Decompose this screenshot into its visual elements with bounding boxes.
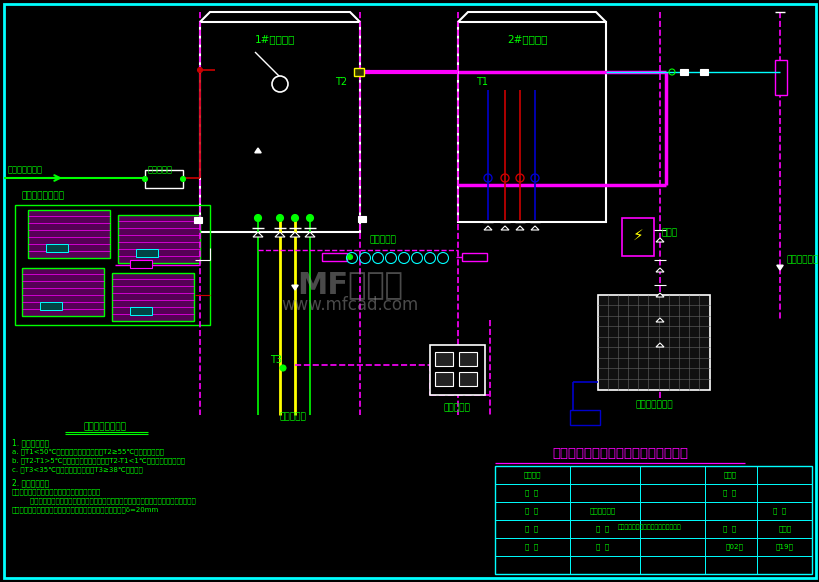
Bar <box>597 295 709 390</box>
Circle shape <box>254 215 261 222</box>
Polygon shape <box>274 232 285 237</box>
Bar <box>40 302 62 310</box>
Text: a. 当T1<50℃时，空气源热泵启动。当T2≥55℃时，热泵停止；: a. 当T1<50℃时，空气源热泵启动。当T2≥55℃时，热泵停止； <box>12 448 164 455</box>
Circle shape <box>306 215 313 222</box>
Bar <box>459 372 477 386</box>
Text: 太阳能联合热泵集中供热水系统原理图: 太阳能联合热泵集中供热水系统原理图 <box>551 447 687 460</box>
Text: 共19位: 共19位 <box>775 544 793 551</box>
Bar <box>495 466 811 574</box>
Text: 系统运行控制说明: 系统运行控制说明 <box>84 422 126 431</box>
Bar <box>429 345 484 395</box>
Bar <box>679 69 687 75</box>
Bar <box>118 215 200 263</box>
Bar <box>130 260 152 268</box>
Text: 中央控制柜: 中央控制柜 <box>443 403 470 412</box>
Circle shape <box>279 365 286 371</box>
Text: 校  对: 校 对 <box>525 544 538 551</box>
Polygon shape <box>655 293 663 297</box>
Polygon shape <box>515 226 523 230</box>
Text: 设  计: 设 计 <box>595 526 609 533</box>
Bar <box>112 273 194 321</box>
Circle shape <box>272 76 287 92</box>
Text: 2#储热水箱: 2#储热水箱 <box>506 34 546 44</box>
Text: T2: T2 <box>335 77 346 87</box>
Text: 1. 系统控制原理: 1. 系统控制原理 <box>12 438 49 447</box>
Text: T1: T1 <box>475 77 487 87</box>
Circle shape <box>276 215 283 222</box>
Polygon shape <box>290 232 300 237</box>
Bar <box>622 218 654 256</box>
Text: T3: T3 <box>269 355 282 365</box>
Polygon shape <box>305 232 314 237</box>
Polygon shape <box>655 318 663 322</box>
Polygon shape <box>483 226 491 230</box>
Bar <box>194 217 201 223</box>
Bar <box>46 244 68 252</box>
Text: 接屋面供冷水管: 接屋面供冷水管 <box>8 165 43 174</box>
Polygon shape <box>253 232 263 237</box>
Bar <box>200 22 360 232</box>
Bar <box>434 352 452 366</box>
Bar <box>322 253 346 261</box>
Text: 分区回水：楼区回水，回水泵安装于各楼层面；: 分区回水：楼区回水，回水泵安装于各楼层面； <box>12 488 101 495</box>
Bar <box>136 249 158 257</box>
Circle shape <box>143 176 147 182</box>
Bar <box>358 216 365 222</box>
Text: 管道保温：热水供水管与热水回水管均外包橡塑型保温材料，δ=20mm: 管道保温：热水供水管与热水回水管均外包橡塑型保温材料，δ=20mm <box>12 506 159 513</box>
Bar <box>461 253 486 261</box>
Circle shape <box>180 176 185 182</box>
Text: www.mfcad.com: www.mfcad.com <box>281 296 419 314</box>
Polygon shape <box>776 265 782 270</box>
Text: 设计号: 设计号 <box>722 471 735 478</box>
Text: ⚡: ⚡ <box>631 228 643 243</box>
Text: 第02位: 第02位 <box>725 544 743 551</box>
Text: 图  别: 图 别 <box>722 526 735 533</box>
Text: MF沐风网: MF沐风网 <box>296 271 402 300</box>
Text: 负责人负责人: 负责人负责人 <box>589 508 615 514</box>
Bar <box>774 60 786 95</box>
Bar <box>22 268 104 316</box>
Text: 太阳能联合热泵集中供热水系统原理图: 太阳能联合热泵集中供热水系统原理图 <box>618 524 681 530</box>
Text: 1#储热水箱: 1#储热水箱 <box>255 34 295 44</box>
Polygon shape <box>531 226 538 230</box>
Bar <box>458 22 605 222</box>
Text: 项  目: 项 目 <box>525 489 538 496</box>
Bar <box>145 170 183 188</box>
Text: 遥控浮球阀: 遥控浮球阀 <box>147 165 173 174</box>
Text: 建设单位: 建设单位 <box>523 471 540 478</box>
Text: 比  例: 比 例 <box>772 508 785 514</box>
Text: 太阳能集热器阵列: 太阳能集热器阵列 <box>22 191 65 200</box>
Circle shape <box>347 254 352 260</box>
Text: 水箱循环泵: 水箱循环泵 <box>369 235 396 244</box>
Text: 施工图: 施工图 <box>777 526 790 533</box>
Text: 2. 热水回水系统: 2. 热水回水系统 <box>12 478 49 487</box>
Polygon shape <box>655 268 663 272</box>
Circle shape <box>291 215 298 222</box>
Text: 接屋面供水管: 接屋面供水管 <box>786 255 818 264</box>
Text: 低区回水，回水泵安装于各楼地下一层热水泵机房内（详见各楼地下一层热水泵房图）；: 低区回水，回水泵安装于各楼地下一层热水泵机房内（详见各楼地下一层热水泵房图）； <box>12 497 196 503</box>
Text: b. 当T2-T1>5℃时，水箱平衡泵启动。当T2-T1<1℃，水箱循环泵停止；: b. 当T2-T1>5℃时，水箱平衡泵启动。当T2-T1<1℃，水箱循环泵停止； <box>12 457 185 464</box>
Bar <box>459 352 477 366</box>
Bar <box>354 68 364 76</box>
Circle shape <box>197 68 202 73</box>
Polygon shape <box>655 343 663 347</box>
Bar <box>569 410 600 425</box>
Polygon shape <box>500 226 509 230</box>
Bar <box>28 210 110 258</box>
Text: 签  图: 签 图 <box>595 544 609 551</box>
Text: 接回水主管: 接回水主管 <box>279 412 306 421</box>
Polygon shape <box>292 285 298 290</box>
Bar <box>130 307 152 315</box>
Text: 审  核: 审 核 <box>525 526 538 533</box>
Text: 电加热: 电加热 <box>661 228 677 237</box>
Text: 空气源热泵机组: 空气源热泵机组 <box>635 400 672 409</box>
Polygon shape <box>255 148 261 153</box>
Bar <box>434 372 452 386</box>
Text: 审  定: 审 定 <box>525 508 538 514</box>
Text: 日  期: 日 期 <box>722 489 735 496</box>
Bar <box>699 69 707 75</box>
Text: c. 当T3<35℃时，回水泵启动。当T3≥38℃时停止；: c. 当T3<35℃时，回水泵启动。当T3≥38℃时停止； <box>12 466 143 473</box>
Polygon shape <box>655 238 663 242</box>
Bar <box>15 205 210 325</box>
